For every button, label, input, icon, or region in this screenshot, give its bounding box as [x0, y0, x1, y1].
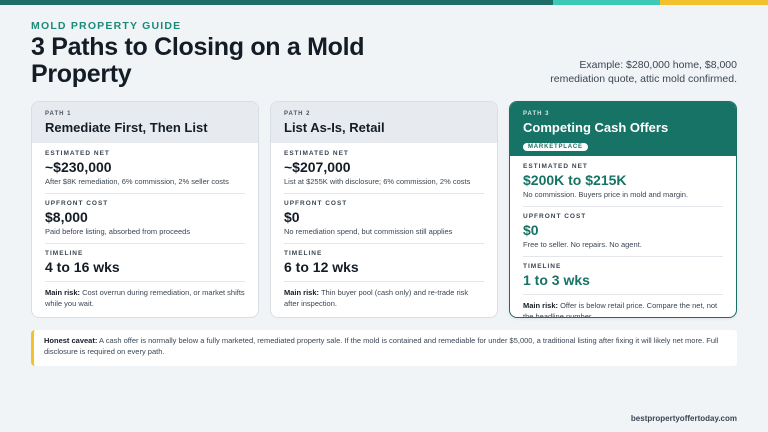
- timeline-value: 1 to 3 wks: [523, 272, 590, 288]
- upfront-label: UPFRONT COST: [45, 200, 109, 207]
- accent-segment-dark: [0, 0, 553, 5]
- net-value: $200K to $215K: [523, 172, 627, 188]
- net-value: ~$230,000: [45, 159, 112, 175]
- honest-caveat: Honest caveat: A cash offer is normally …: [31, 330, 737, 366]
- risk-text: Cost overrun during remediation, or mark…: [45, 288, 245, 308]
- net-section: ESTIMATED NET $200K to $215K No commissi…: [523, 163, 723, 207]
- accent-segment-teal: [553, 0, 660, 5]
- timeline-value: 6 to 12 wks: [284, 259, 359, 275]
- path-label: PATH 3: [523, 111, 550, 117]
- timeline-section: TIMELINE 1 to 3 wks: [523, 263, 723, 295]
- net-section: ESTIMATED NET ~$207,000 List at $255K wi…: [284, 150, 484, 194]
- path-card-1: PATH 1 Remediate First, Then List ESTIMA…: [31, 101, 259, 318]
- upfront-note: Free to seller. No repairs. No agent.: [523, 240, 642, 249]
- eyebrow-label: MOLD PROPERTY GUIDE: [31, 20, 182, 32]
- timeline-label: TIMELINE: [284, 250, 323, 257]
- risk-text: Offer is below retail price. Compare the…: [523, 301, 718, 318]
- risk-text: Thin buyer pool (cash only) and re-trade…: [284, 288, 469, 308]
- net-note: List at $255K with disclosure; 6% commis…: [284, 177, 471, 186]
- upfront-value: $0: [284, 209, 300, 225]
- timeline-value: 4 to 16 wks: [45, 259, 120, 275]
- card-header: PATH 3 Competing Cash Offers MARKETPLACE: [510, 102, 736, 156]
- card-body: ESTIMATED NET ~$230,000 After $8K remedi…: [32, 143, 258, 309]
- path-title: Remediate First, Then List: [45, 120, 208, 135]
- upfront-value: $8,000: [45, 209, 88, 225]
- footer-site: bestpropertyoffertoday.com: [630, 414, 737, 423]
- timeline-section: TIMELINE 4 to 16 wks: [45, 250, 245, 282]
- net-note: No commission. Buyers price in mold and …: [523, 190, 689, 199]
- upfront-note: Paid before listing, absorbed from proce…: [45, 227, 191, 236]
- net-label: ESTIMATED NET: [284, 150, 349, 157]
- risk-label: Main risk:: [45, 288, 81, 297]
- upfront-label: UPFRONT COST: [284, 200, 348, 207]
- path-label: PATH 2: [284, 111, 311, 117]
- caveat-label: Honest caveat:: [44, 336, 98, 345]
- marketplace-badge: MARKETPLACE: [523, 143, 588, 151]
- net-note: After $8K remediation, 6% commission, 2%…: [45, 177, 229, 186]
- card-header: PATH 1 Remediate First, Then List: [32, 102, 258, 143]
- timeline-section: TIMELINE 6 to 12 wks: [284, 250, 484, 282]
- net-value: ~$207,000: [284, 159, 351, 175]
- card-header: PATH 2 List As-Is, Retail: [271, 102, 497, 143]
- path-card-3: PATH 3 Competing Cash Offers MARKETPLACE…: [509, 101, 737, 318]
- upfront-section: UPFRONT COST $0 No remediation spend, bu…: [284, 200, 484, 244]
- upfront-label: UPFRONT COST: [523, 213, 587, 220]
- top-accent-bar: [0, 0, 768, 5]
- upfront-section: UPFRONT COST $0 Free to seller. No repai…: [523, 213, 723, 257]
- accent-segment-yellow: [660, 0, 768, 5]
- upfront-note: No remediation spend, but commission sti…: [284, 227, 453, 236]
- card-body: ESTIMATED NET $200K to $215K No commissi…: [510, 156, 736, 318]
- upfront-section: UPFRONT COST $8,000 Paid before listing,…: [45, 200, 245, 244]
- caveat-text: A cash offer is normally below a fully m…: [44, 336, 719, 356]
- path-title: Competing Cash Offers: [523, 120, 669, 135]
- path-label: PATH 1: [45, 111, 72, 117]
- risk-note: Main risk: Cost overrun during remediati…: [45, 288, 245, 309]
- net-label: ESTIMATED NET: [45, 150, 110, 157]
- net-section: ESTIMATED NET ~$230,000 After $8K remedi…: [45, 150, 245, 194]
- net-label: ESTIMATED NET: [523, 163, 588, 170]
- timeline-label: TIMELINE: [523, 263, 562, 270]
- risk-label: Main risk:: [284, 288, 320, 297]
- upfront-value: $0: [523, 222, 539, 238]
- risk-label: Main risk:: [523, 301, 559, 310]
- path-card-2: PATH 2 List As-Is, Retail ESTIMATED NET …: [270, 101, 498, 318]
- risk-note: Main risk: Thin buyer pool (cash only) a…: [284, 288, 484, 309]
- page-title: 3 Paths to Closing on a Mold Property: [31, 33, 365, 88]
- risk-note: Main risk: Offer is below retail price. …: [523, 301, 723, 318]
- card-body: ESTIMATED NET ~$207,000 List at $255K wi…: [271, 143, 497, 309]
- example-note: Example: $280,000 home, $8,000 remediati…: [550, 59, 737, 85]
- timeline-label: TIMELINE: [45, 250, 84, 257]
- path-title: List As-Is, Retail: [284, 120, 385, 135]
